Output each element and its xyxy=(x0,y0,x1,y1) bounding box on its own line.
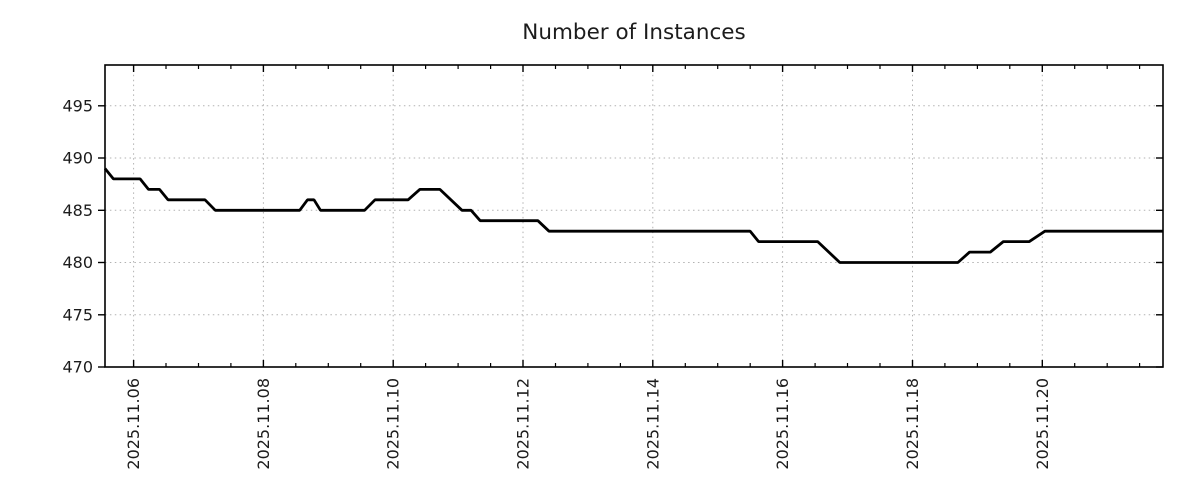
x-tick-label: 2025.11.16 xyxy=(773,378,792,470)
x-tick-label: 2025.11.12 xyxy=(514,378,533,470)
grid-layer xyxy=(105,65,1163,368)
x-tick-label: 2025.11.14 xyxy=(643,378,662,470)
series-layer xyxy=(103,167,1163,264)
y-tick-label: 480 xyxy=(62,253,93,272)
instances-series-line xyxy=(103,167,1163,264)
y-tick-label: 475 xyxy=(62,305,93,324)
chart-title: Number of Instances xyxy=(522,20,745,45)
x-tick-label: 2025.11.20 xyxy=(1033,378,1052,470)
y-tick-label: 470 xyxy=(62,358,93,377)
tick-label-layer: 470 475 480 485 490 495 2025.11.06 2025.11.08 20… xyxy=(62,96,1051,469)
x-tick-label: 2025.11.08 xyxy=(254,378,273,470)
y-tick-label: 495 xyxy=(62,96,93,115)
plot-border xyxy=(104,64,1164,368)
x-tick-label: 2025.11.10 xyxy=(384,378,403,470)
x-tick-label: 2025.11.18 xyxy=(903,378,922,470)
axis-layer xyxy=(98,64,1164,368)
x-tick-label: 2025.11.06 xyxy=(124,378,143,470)
y-tick-label: 490 xyxy=(62,149,93,168)
y-tick-label: 485 xyxy=(62,201,93,220)
